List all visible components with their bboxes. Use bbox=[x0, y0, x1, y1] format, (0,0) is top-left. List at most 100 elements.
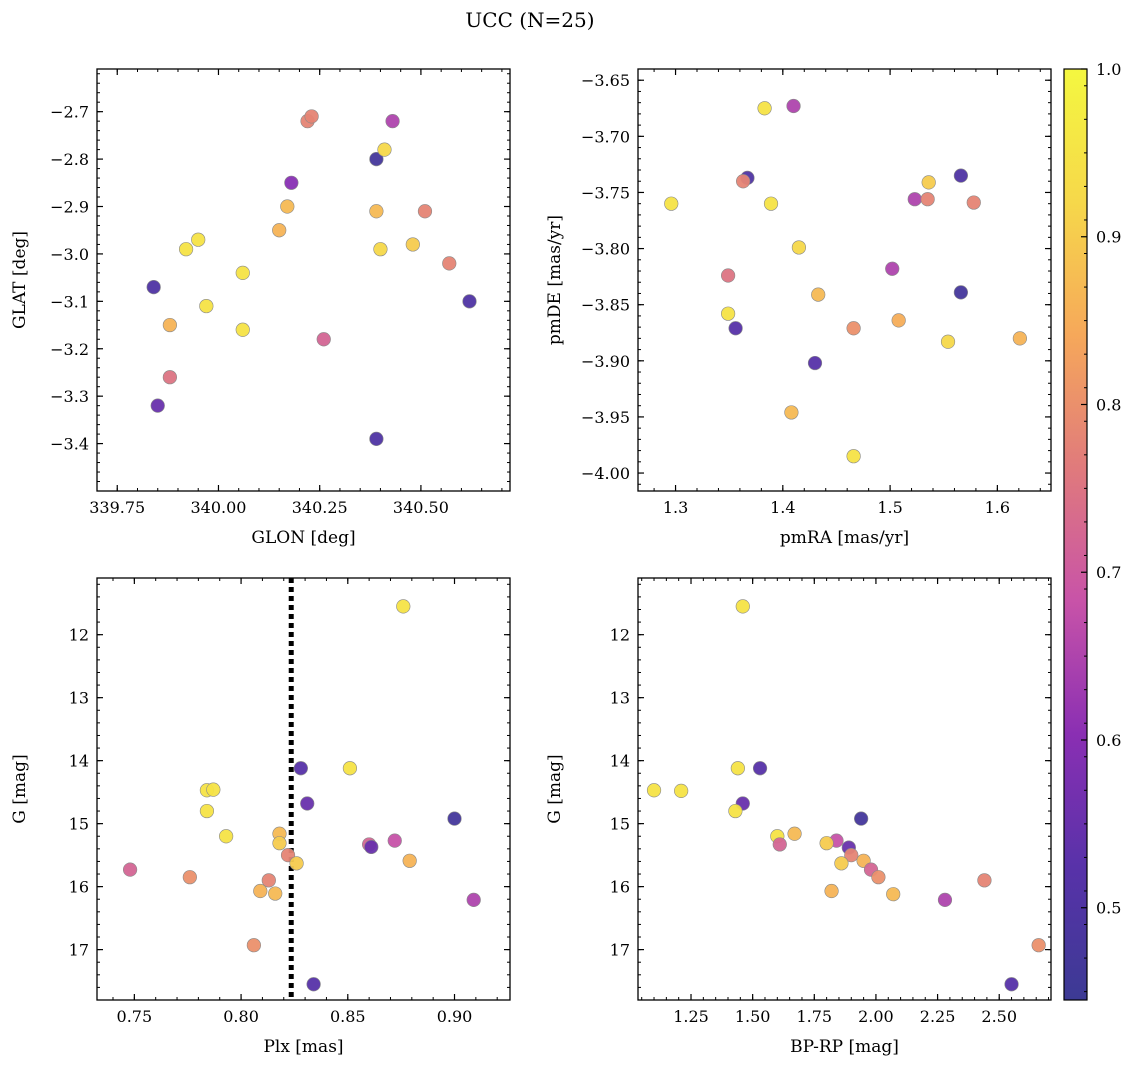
scatter-point bbox=[246, 938, 261, 953]
y-tick-label: 16 bbox=[610, 878, 630, 897]
scatter-point bbox=[385, 114, 400, 129]
axes-frame bbox=[637, 577, 1052, 1001]
scatter-point bbox=[268, 886, 283, 901]
scatter-point bbox=[1012, 331, 1027, 346]
x-tick-label: 0.75 bbox=[117, 1007, 153, 1026]
x-tick-label: 1.3 bbox=[663, 498, 688, 517]
y-tick-label: 13 bbox=[69, 689, 89, 708]
y-tick-label: −3.3 bbox=[50, 387, 89, 406]
scatter-point bbox=[920, 192, 935, 207]
scatter-point bbox=[162, 317, 177, 333]
scatter-point bbox=[462, 294, 477, 309]
scatter-point bbox=[752, 761, 768, 776]
scatter-point bbox=[199, 298, 214, 314]
scatter-point bbox=[757, 101, 772, 116]
colorbar-tick-label: 0.9 bbox=[1096, 228, 1121, 247]
scatter-point bbox=[819, 836, 834, 851]
scatter-point bbox=[417, 204, 433, 219]
scatter-point bbox=[235, 265, 250, 280]
scatter-panel-3: 0.75 0.80 0.85 0.90 12 13 14 15 16 17 Plx [mas] G [… bbox=[10, 577, 511, 1057]
scatter-point bbox=[316, 332, 331, 347]
scatter-point bbox=[953, 285, 968, 300]
y-tick-label: 17 bbox=[610, 941, 630, 960]
y-tick-label: 17 bbox=[69, 941, 89, 960]
scatter-point bbox=[953, 168, 968, 183]
scatter-point bbox=[846, 449, 861, 464]
y-tick-label: 12 bbox=[69, 626, 89, 645]
x-tick-label: 1.50 bbox=[735, 1007, 771, 1026]
y-tick-label: −3.95 bbox=[581, 408, 630, 427]
scatter-point bbox=[178, 242, 194, 257]
y-tick-label: −2.8 bbox=[50, 150, 89, 169]
y-tick-label: 15 bbox=[69, 815, 89, 834]
colorbar-tick-label: 0.6 bbox=[1096, 731, 1121, 750]
scatter-point bbox=[369, 431, 384, 446]
y-axis-label: G [mag] bbox=[545, 754, 565, 823]
x-axis-label: BP-RP [mag] bbox=[790, 1037, 899, 1057]
y-tick-label: −3.2 bbox=[50, 340, 89, 359]
x-tick-label: 340.50 bbox=[393, 498, 449, 517]
x-tick-label: 1.5 bbox=[877, 498, 902, 517]
scatter-point bbox=[824, 883, 839, 899]
x-tick-label: 0.90 bbox=[437, 1007, 473, 1026]
scatter-point bbox=[387, 833, 402, 848]
axes-frame bbox=[637, 68, 1052, 492]
y-axis-label: G [mag] bbox=[10, 754, 30, 823]
y-tick-label: −2.7 bbox=[50, 103, 89, 122]
scatter-point bbox=[728, 321, 743, 336]
x-tick-label: 1.6 bbox=[985, 498, 1010, 517]
y-tick-label: 15 bbox=[610, 815, 630, 834]
scatter-point bbox=[146, 280, 161, 295]
scatter-point bbox=[844, 848, 859, 863]
scatter-point bbox=[206, 782, 221, 797]
scatter-point bbox=[293, 761, 308, 776]
y-tick-label: −3.65 bbox=[581, 71, 630, 90]
colorbar-tick-label: 0.7 bbox=[1096, 563, 1121, 582]
scatter-point bbox=[261, 873, 276, 888]
x-tick-label: 2.25 bbox=[920, 1007, 956, 1026]
scatter-point bbox=[807, 355, 823, 371]
scatter-point bbox=[664, 196, 679, 211]
x-tick-label: 1.4 bbox=[770, 498, 795, 517]
scatter-point bbox=[162, 370, 177, 385]
scatter-point bbox=[122, 862, 138, 877]
x-tick-label: 340.25 bbox=[292, 498, 348, 517]
scatter-panel-1: 339.75 340.00 340.25 340.50 −3.4 −3.3 −3.2 −3.1… bbox=[10, 68, 511, 548]
scatter-point bbox=[342, 761, 358, 776]
scatter-point bbox=[674, 783, 689, 798]
x-tick-label: 2.50 bbox=[981, 1007, 1017, 1026]
y-tick-label: 16 bbox=[69, 878, 89, 897]
scatter-point bbox=[272, 223, 287, 238]
scatter-point bbox=[466, 892, 481, 907]
scatter-point bbox=[646, 783, 662, 798]
scatter-point bbox=[364, 839, 379, 855]
scatter-point bbox=[253, 883, 268, 899]
x-tick-label: 339.75 bbox=[89, 498, 145, 517]
y-tick-label: −3.90 bbox=[581, 352, 630, 371]
y-tick-label: −3.0 bbox=[50, 245, 89, 264]
scatter-point bbox=[396, 599, 411, 614]
scatter-point bbox=[736, 174, 751, 189]
scatter-point bbox=[721, 268, 736, 283]
scatter-point bbox=[871, 870, 886, 885]
scatter-point bbox=[235, 322, 250, 337]
colorbar-tick-label: 0.8 bbox=[1096, 395, 1121, 414]
x-axis-label: pmRA [mas/yr] bbox=[780, 528, 909, 548]
scatter-point bbox=[191, 232, 206, 247]
scatter-point bbox=[306, 977, 321, 992]
x-axis-label: GLON [deg] bbox=[251, 528, 355, 548]
y-tick-label: −2.9 bbox=[50, 198, 89, 217]
scatter-point bbox=[373, 242, 388, 257]
y-tick-label: −4.00 bbox=[581, 464, 630, 483]
y-tick-label: −3.75 bbox=[581, 183, 630, 202]
x-axis-label: Plx [mas] bbox=[263, 1037, 343, 1057]
scatter-point bbox=[284, 175, 299, 190]
y-tick-label: 14 bbox=[69, 752, 89, 771]
scatter-point bbox=[786, 98, 801, 114]
scatter-point bbox=[854, 811, 869, 826]
x-tick-label: 340.00 bbox=[190, 498, 246, 517]
x-tick-label: 1.75 bbox=[796, 1007, 832, 1026]
scatter-point bbox=[721, 306, 736, 321]
axes-frame bbox=[96, 577, 511, 1001]
